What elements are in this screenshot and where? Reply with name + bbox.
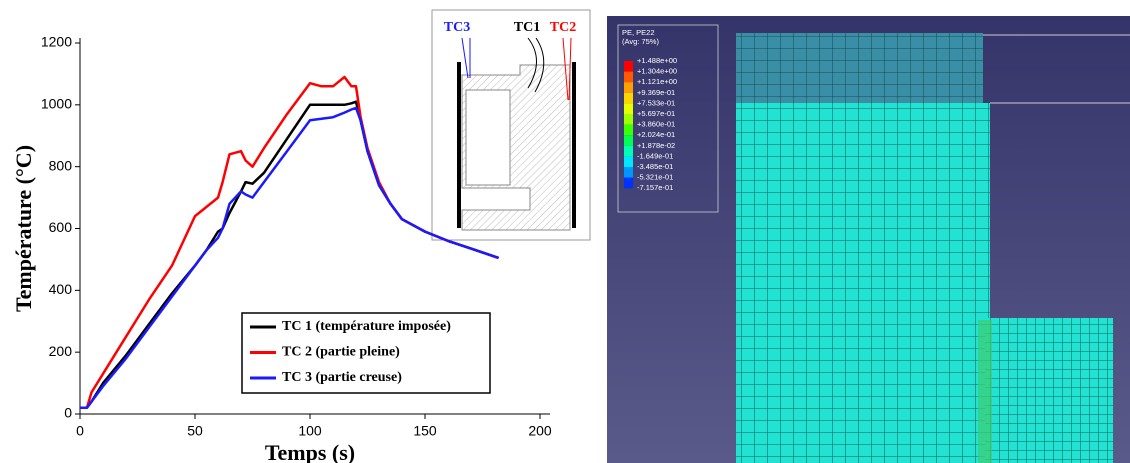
fem-legend-subtitle: (Avg: 75%): [622, 37, 659, 46]
fem-color-swatch: [624, 145, 633, 157]
fem-legend-value: +5.697e-01: [637, 109, 675, 118]
legend-frame: [617, 24, 719, 213]
y-tick-label: 1200: [41, 34, 72, 50]
main-mesh: [736, 103, 990, 463]
y-tick-label: 0: [64, 405, 72, 421]
fem-legend-value: +1.121e+00: [637, 77, 677, 86]
y-tick-label: 600: [49, 219, 73, 235]
legend: TC 1 (température imposée) TC 2 (partie p…: [241, 312, 491, 394]
thermocouple-wire: [527, 37, 545, 93]
fem-color-swatch: [624, 71, 633, 83]
fem-color-swatch: [624, 135, 633, 146]
fem-color-swatch: [624, 156, 633, 167]
fem-legend-value: +1.878e-02: [637, 141, 675, 150]
inset-label: TC3: [444, 20, 470, 35]
inset-label: TC2: [550, 20, 576, 35]
inset-label: TC1: [514, 20, 540, 35]
fem-legend-value: +3.860e-01: [637, 120, 675, 129]
plot: [80, 75, 499, 410]
inset: TC3 TC1 TC2: [431, 9, 591, 241]
y-axis-label: Température (°C): [11, 145, 36, 312]
y-tick-label: 200: [49, 343, 73, 359]
inset-hollow: [465, 89, 511, 186]
fem-legend-title: PE, PE22: [622, 28, 655, 37]
strain-band: [978, 320, 992, 463]
fem-color-swatch: [624, 92, 633, 104]
fem-color-swatch: [624, 82, 633, 93]
fem-legend-value: -7.157e-01: [637, 183, 673, 192]
fem-color-swatch: [624, 61, 633, 72]
fem-legend-value: -5.321e-01: [637, 173, 673, 182]
fem-color-swatch: [624, 167, 633, 178]
y-tick-label: 1000: [41, 96, 72, 112]
fem-color-swatch: [624, 103, 633, 114]
fem-legend-value: +7.533e-01: [637, 98, 675, 107]
fem-legend-value: -1.649e-01: [637, 151, 673, 160]
fem-legend: PE, PE22(Avg: 75%)+1.488e+00+1.304e+00+1…: [622, 28, 677, 192]
fem-view: PE, PE22(Avg: 75%)+1.488e+00+1.304e+00+1…: [607, 16, 1130, 463]
y-tick-label: 400: [49, 281, 73, 297]
series-line: [80, 106, 499, 410]
x-axis-label: Temps (s): [265, 440, 355, 463]
fem-legend-value: +9.369e-01: [637, 88, 675, 97]
x-tick-label: 200: [528, 423, 552, 439]
fem-color-swatch: [624, 124, 633, 136]
fem-color-swatch: [624, 177, 633, 189]
fem-legend-value: +2.024e-01: [637, 130, 675, 139]
legend-label: TC 2 (partie pleine): [282, 345, 400, 360]
thermocouple-wire: [461, 37, 471, 79]
legend-box: [241, 312, 491, 394]
x-tick-label: 0: [76, 423, 84, 439]
thermocouple-wire: [562, 37, 572, 101]
fem-legend-value: -3.485e-01: [637, 162, 673, 171]
x-tick-label: 50: [187, 423, 203, 439]
y-tick-label: 800: [49, 157, 73, 173]
fem-color-swatch: [624, 114, 633, 125]
x-tick-label: 150: [413, 423, 437, 439]
insert-mesh: [985, 318, 1113, 463]
fem-legend-value: +1.488e+00: [637, 56, 677, 65]
fem-legend-value: +1.304e+00: [637, 67, 677, 76]
legend-label: TC 3 (partie creuse): [282, 370, 402, 385]
legend-label: TC 1 (température imposée): [282, 319, 451, 334]
upper-mesh: [736, 33, 983, 103]
line-chart: 0 200 400 600 800 1000 1200 0 50 100 150 200 Temps (…: [11, 9, 591, 463]
x-tick-label: 100: [298, 423, 322, 439]
